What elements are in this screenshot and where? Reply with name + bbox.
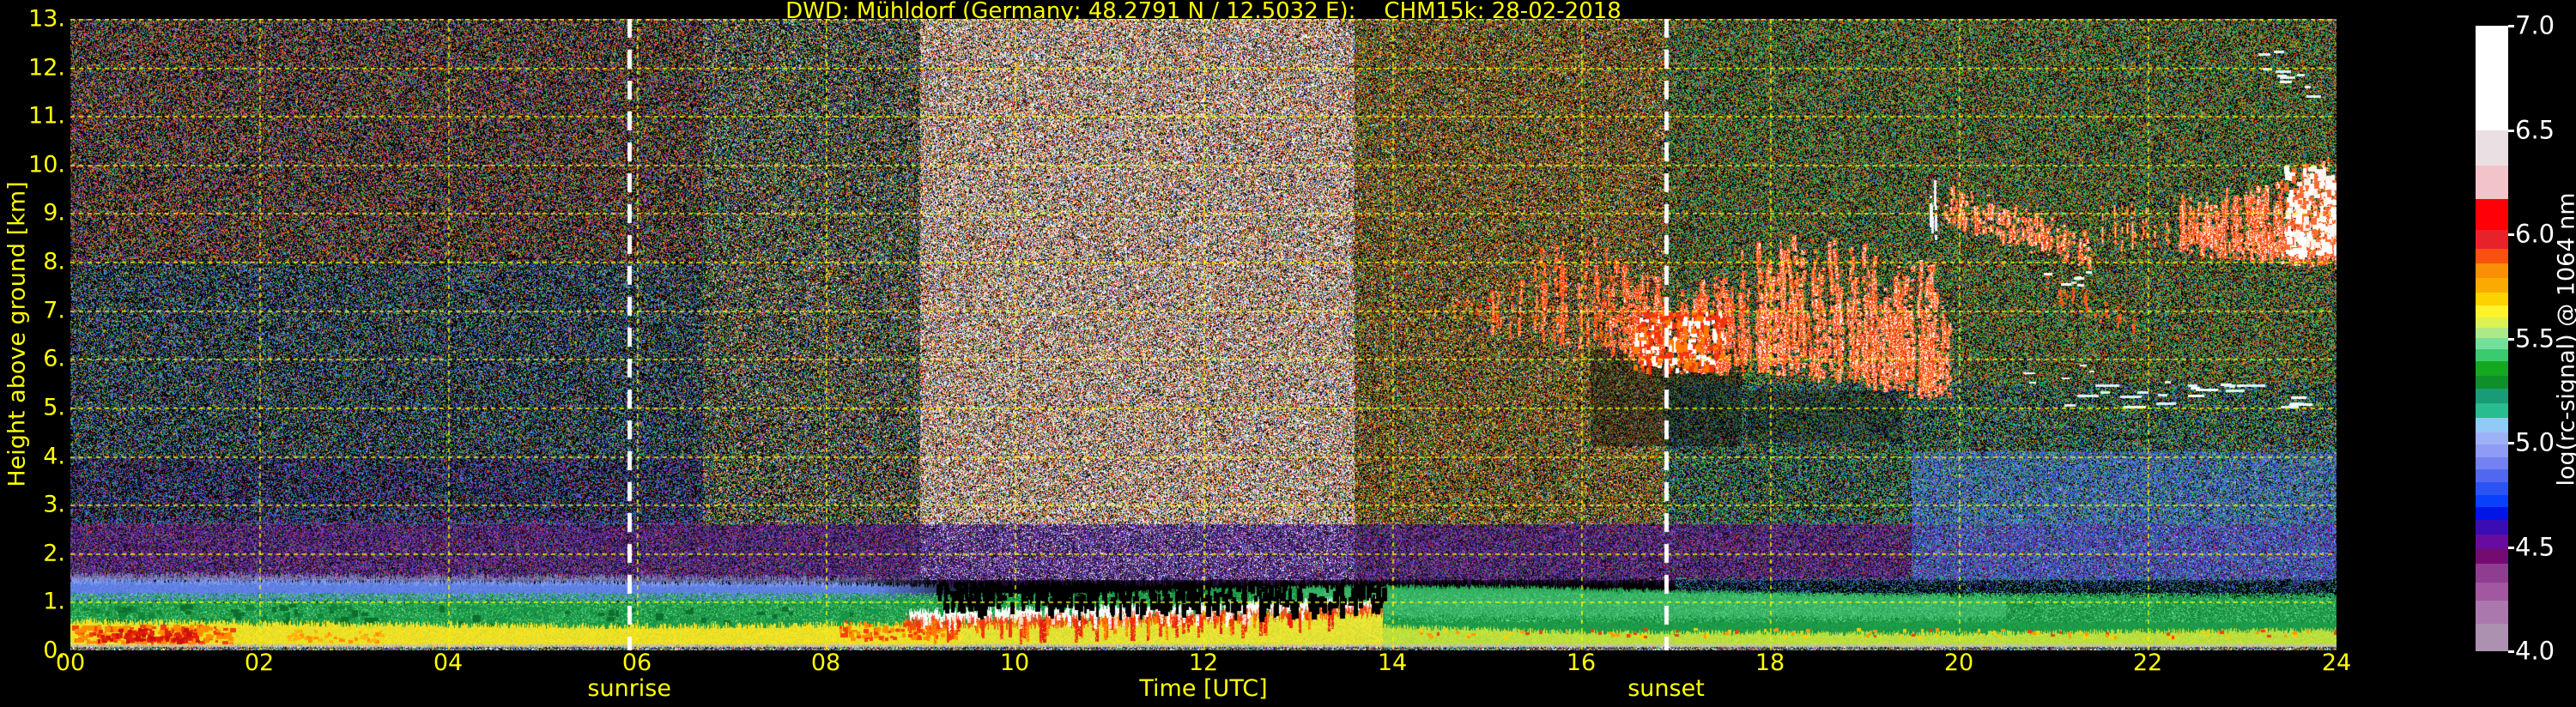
colorbar-segment <box>2476 305 2508 318</box>
x-tick-24: 24 <box>2321 650 2352 676</box>
colorbar-segment <box>2476 432 2508 445</box>
colorbar-tick-mark <box>2508 546 2514 549</box>
colorbar-segment <box>2476 130 2508 166</box>
colorbar-tick-mark <box>2508 442 2514 444</box>
colorbar-segment <box>2476 582 2508 601</box>
colorbar-tick-6.5: 6.5 <box>2515 115 2555 144</box>
x-tick-04: 04 <box>433 650 464 676</box>
x-tick-06: 06 <box>621 650 652 676</box>
colorbar-tick-5.0: 5.0 <box>2515 427 2555 457</box>
colorbar-segment <box>2476 494 2508 508</box>
colorbar-segment <box>2476 624 2508 651</box>
colorbar-tick-5.5: 5.5 <box>2515 323 2555 353</box>
x-tick-20: 20 <box>1943 650 1974 676</box>
y-tick-3: 3. <box>43 491 65 518</box>
y-tick-13: 13. <box>28 5 65 33</box>
y-tick-4: 4. <box>43 443 65 470</box>
x-tick-18: 18 <box>1755 650 1785 676</box>
colorbar-segment <box>2476 376 2508 389</box>
sunrise-label: sunrise <box>587 675 671 702</box>
colorbar-segment <box>2476 198 2508 231</box>
colorbar-tick-4.0: 4.0 <box>2515 636 2555 666</box>
x-tick-12: 12 <box>1188 650 1219 676</box>
x-tick-00: 00 <box>55 650 86 676</box>
colorbar-segment <box>2476 248 2508 263</box>
colorbar-segment <box>2476 482 2508 495</box>
y-tick-7: 7. <box>43 297 65 324</box>
ceilometer-heatmap-canvas <box>70 19 2337 650</box>
colorbar-segment <box>2476 456 2508 470</box>
colorbar-segment <box>2476 563 2508 583</box>
x-axis-title: Time [UTC] <box>1139 675 1268 702</box>
y-tick-0: 0. <box>43 637 65 664</box>
colorbar-segment <box>2476 444 2508 457</box>
colorbar-segment <box>2476 317 2508 329</box>
y-tick-9: 9. <box>43 199 65 227</box>
colorbar-segment <box>2476 277 2508 293</box>
y-tick-6: 6. <box>43 345 65 372</box>
colorbar-segment <box>2476 263 2508 278</box>
colorbar-segment <box>2476 417 2508 432</box>
colorbar-segment <box>2476 534 2508 549</box>
colorbar-tick-mark <box>2508 650 2514 653</box>
colorbar-tick-mark <box>2508 129 2514 132</box>
y-tick-12: 12. <box>28 54 65 82</box>
x-tick-10: 10 <box>999 650 1030 676</box>
x-tick-22: 22 <box>2132 650 2163 676</box>
colorbar-segment <box>2476 388 2508 403</box>
colorbar-segment <box>2476 348 2508 362</box>
colorbar-segment <box>2476 601 2508 625</box>
y-tick-5: 5. <box>43 394 65 421</box>
colorbar-segment <box>2476 361 2508 377</box>
colorbar-tick-mark <box>2508 25 2514 27</box>
x-tick-14: 14 <box>1377 650 1408 676</box>
colorbar-segment <box>2476 292 2508 305</box>
colorbar-segment <box>2476 230 2508 249</box>
colorbar-tick-6.0: 6.0 <box>2515 219 2555 249</box>
colorbar-tick-mark <box>2508 337 2514 341</box>
colorbar-segment <box>2476 165 2508 199</box>
x-tick-08: 08 <box>810 650 841 676</box>
y-tick-1: 1. <box>43 588 65 615</box>
sunset-label: sunset <box>1627 675 1705 702</box>
colorbar-tick-7.0: 7.0 <box>2515 10 2555 40</box>
y-tick-8: 8. <box>43 248 65 275</box>
colorbar-segment <box>2476 507 2508 520</box>
y-tick-2: 2. <box>43 540 65 567</box>
colorbar-segment <box>2476 548 2508 564</box>
colorbar-segment <box>2476 26 2508 130</box>
colorbar-segment <box>2476 402 2508 418</box>
colorbar-tick-4.5: 4.5 <box>2515 532 2555 561</box>
colorbar-tick-mark <box>2508 233 2514 236</box>
y-tick-10: 10. <box>28 151 65 178</box>
colorbar-segment <box>2476 469 2508 483</box>
colorbar-segment <box>2476 519 2508 535</box>
x-tick-16: 16 <box>1566 650 1597 676</box>
colorbar-segment <box>2476 338 2508 349</box>
colorbar <box>2476 26 2508 651</box>
y-tick-11: 11. <box>28 102 65 130</box>
x-tick-02: 02 <box>244 650 275 676</box>
colorbar-label: log(rc-signal) @ 1064 nm <box>2553 192 2576 486</box>
colorbar-segment <box>2476 328 2508 339</box>
